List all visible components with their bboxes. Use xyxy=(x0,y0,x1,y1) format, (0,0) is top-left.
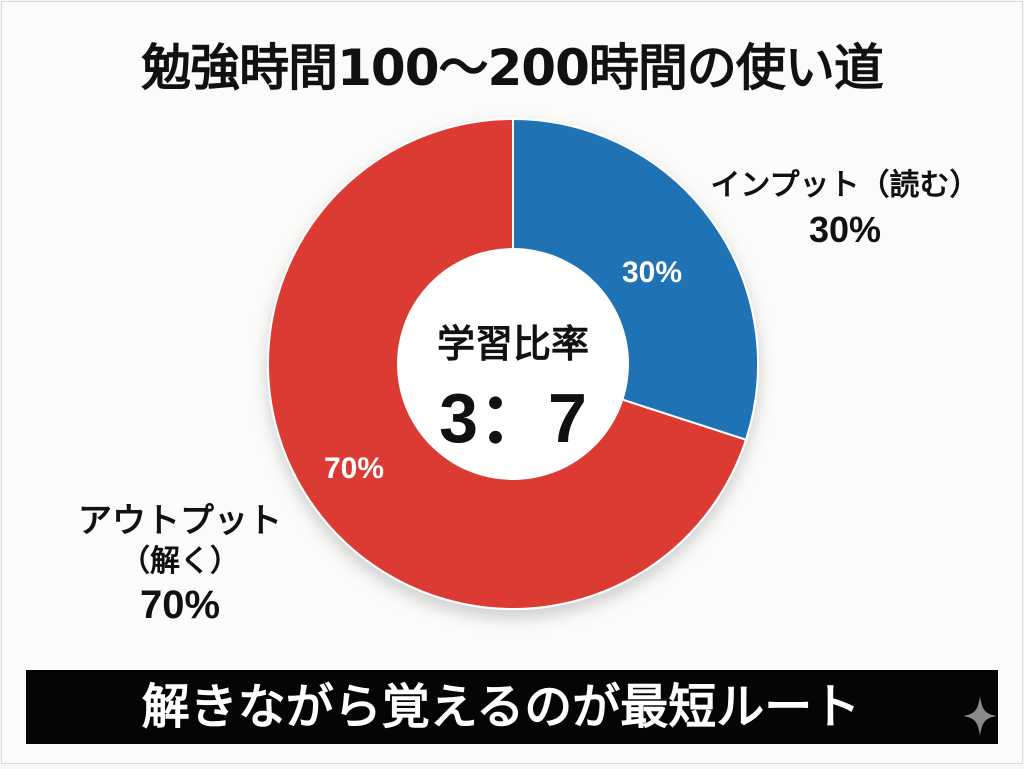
callout-output-sub: （解く） xyxy=(120,544,240,579)
callout-output-name: アウトプット xyxy=(78,501,282,541)
slice-input-pct: 30% xyxy=(622,256,683,289)
bottom-banner: 解きながら覚えるのが最短ルート xyxy=(26,670,998,744)
callout-input-name: インプット（読む） xyxy=(710,168,980,203)
center-ratio: 3：7 xyxy=(439,379,587,457)
chart-title: 勉強時間100〜200時間の使い道 xyxy=(141,39,884,97)
slice-output-pct: 70% xyxy=(324,452,385,485)
callout-input-pct: 30% xyxy=(808,209,882,250)
callout-input: インプット（読む） 30% xyxy=(700,165,990,253)
sparkle-icon xyxy=(963,696,997,736)
callout-output: アウトプット （解く） 70% xyxy=(60,500,300,628)
center-title: 学習比率 xyxy=(436,322,589,366)
banner-text: 解きながら覚えるのが最短ルート xyxy=(141,679,861,735)
donut-hole xyxy=(397,248,629,480)
callout-output-pct: 70% xyxy=(139,583,221,627)
